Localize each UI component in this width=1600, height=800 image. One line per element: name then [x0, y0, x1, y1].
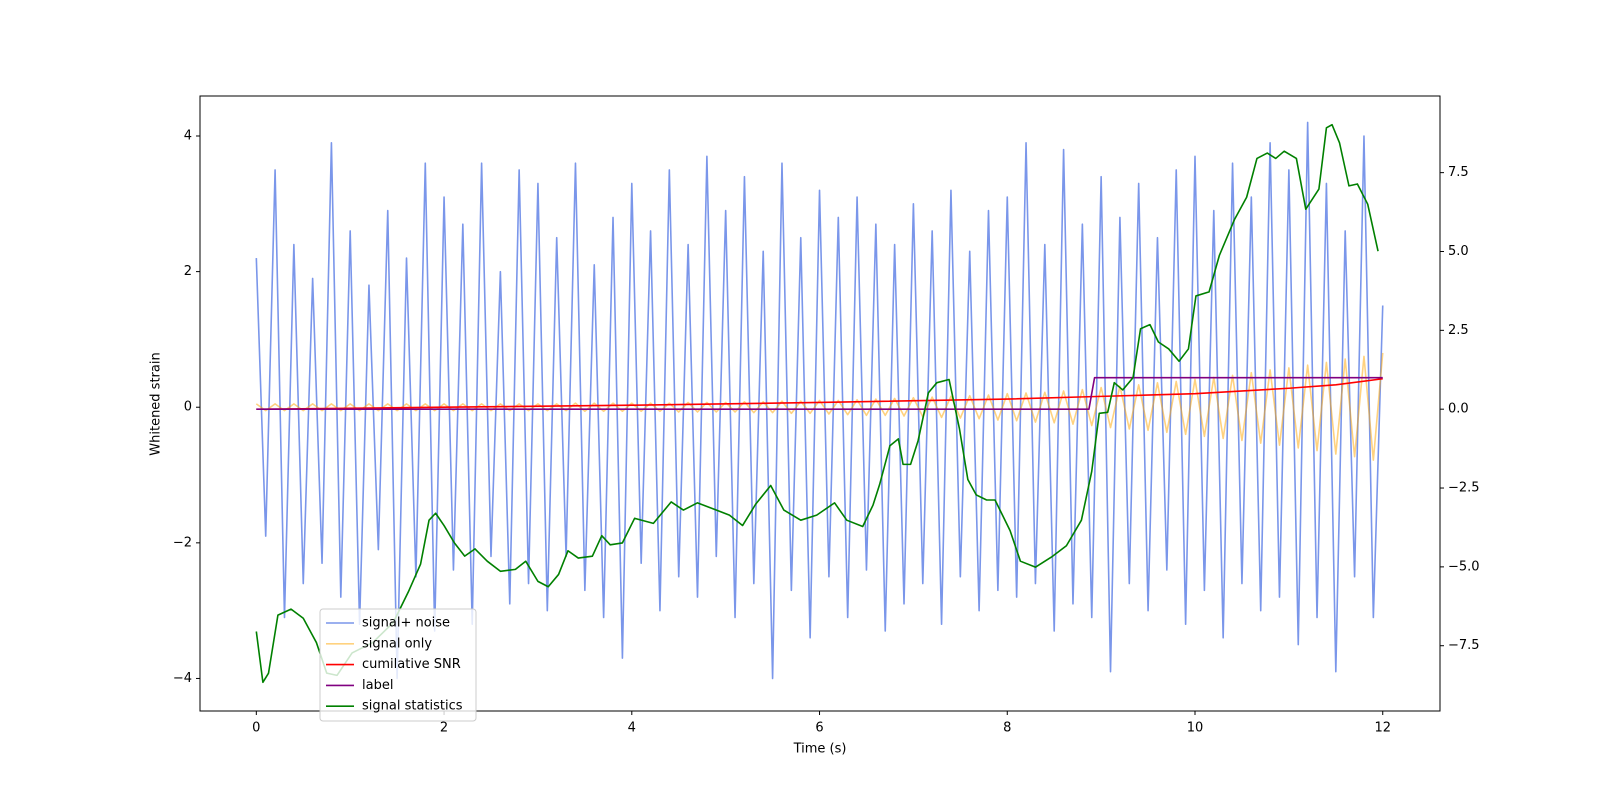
x-tick-label: 6 [815, 721, 823, 736]
x-tick-label: 10 [1187, 721, 1204, 736]
series-line [255, 352, 1384, 461]
legend-label: signal only [362, 636, 432, 651]
y-axis-label: Whitened strain [149, 352, 164, 455]
x-tick-label: 8 [1003, 721, 1011, 736]
y2-tick-label: 7.5 [1448, 165, 1469, 180]
series-line [255, 123, 1379, 684]
y-tick-label: 0 [184, 400, 192, 415]
y2-tick-label: −7.5 [1448, 638, 1480, 653]
x-axis-label: Time (s) [793, 742, 847, 757]
y2-tick-label: −2.5 [1448, 481, 1480, 496]
legend-label: signal statistics [362, 699, 463, 714]
x-tick-label: 4 [628, 721, 636, 736]
y-tick-label: −2 [173, 535, 192, 550]
y2-tick-label: 2.5 [1448, 323, 1469, 338]
x-tick-label: 2 [440, 721, 448, 736]
legend-label: cumilative SNR [362, 657, 461, 672]
legend-frame [319, 608, 477, 722]
series-line [255, 121, 1384, 680]
x-tick-label: 12 [1374, 721, 1391, 736]
y-tick-label: 4 [184, 129, 192, 144]
series-line [256, 376, 1383, 410]
legend-label: signal+ noise [362, 616, 450, 631]
y-tick-label: −4 [173, 671, 192, 686]
legend-label: label [362, 678, 393, 693]
plot-area [255, 121, 1384, 684]
y2-tick-label: 0.0 [1448, 402, 1469, 417]
series-line [256, 377, 1383, 411]
y2-tick-label: −5.0 [1448, 559, 1480, 574]
y2-tick-label: 5.0 [1448, 244, 1469, 259]
y-tick-label: 2 [184, 264, 192, 279]
legend: signal+ noise signal only cumilative SNR la… [319, 608, 477, 722]
x-tick-label: 0 [252, 721, 260, 736]
